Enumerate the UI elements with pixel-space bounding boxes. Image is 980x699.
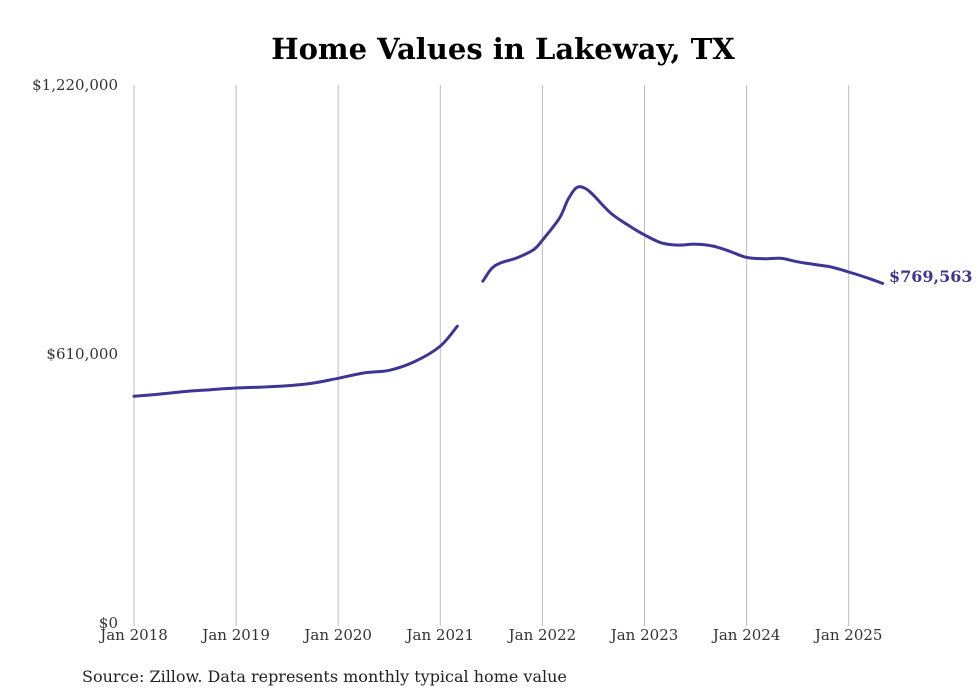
chart-title: Home Values in Lakeway, TX (271, 32, 735, 66)
x-tick-label: Jan 2021 (405, 626, 475, 644)
y-tick-label: $1,220,000 (32, 76, 118, 94)
x-tick-label: Jan 2019 (200, 626, 270, 644)
x-tick-label: Jan 2025 (813, 626, 883, 644)
x-tick-label: Jan 2023 (609, 626, 679, 644)
gridlines (133, 85, 850, 626)
source-note: Source: Zillow. Data represents monthly … (82, 667, 567, 686)
end-value-label: $769,563 (889, 267, 973, 286)
series-line (132, 185, 885, 398)
x-tick-label: Jan 2022 (507, 626, 577, 644)
x-tick-label: Jan 2024 (711, 626, 781, 644)
x-tick-label: Jan 2020 (302, 626, 372, 644)
x-axis: Jan 2018 Jan 2019 Jan 2020 Jan 2021 Jan 2022… (98, 626, 882, 644)
series-line-segment-1 (481, 185, 885, 285)
series-line-segment-0 (132, 324, 459, 398)
x-tick-label: Jan 2018 (98, 626, 168, 644)
y-axis: $1,220,000 $610,000 $0 (32, 76, 118, 632)
y-tick-label: $0 (99, 614, 118, 632)
y-tick-label: $610,000 (46, 345, 118, 363)
